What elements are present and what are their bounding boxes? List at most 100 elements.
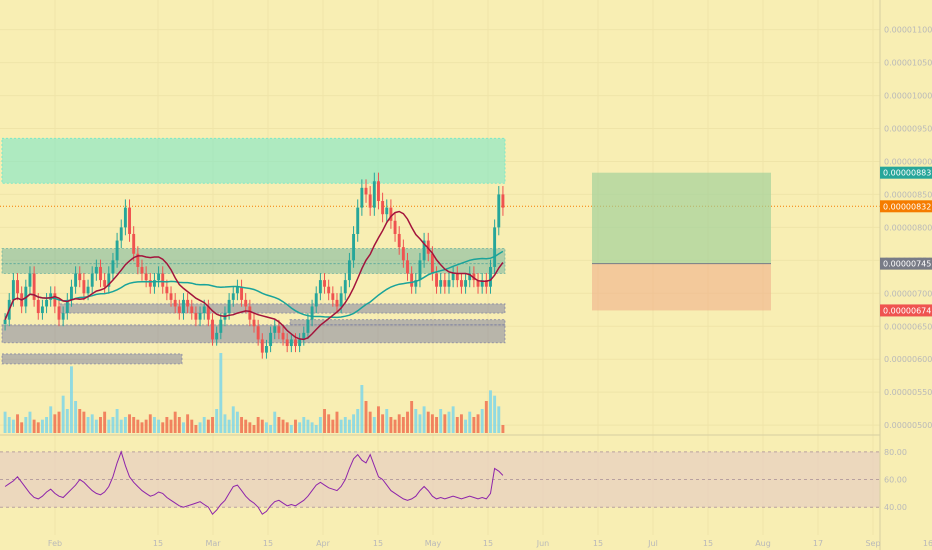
volume-bar (111, 417, 115, 433)
candle-body (61, 313, 65, 320)
candle-body (248, 306, 252, 320)
volume-bar (418, 414, 422, 433)
volume-bar (65, 409, 69, 433)
time-tick-label: 15 (703, 539, 713, 548)
candle-body (45, 299, 49, 307)
candle-body (94, 266, 98, 274)
volume-bar (53, 414, 57, 433)
long-position-tool[interactable] (592, 172, 771, 311)
volume-bar (459, 414, 463, 433)
candle-body (343, 280, 347, 294)
candle-body (422, 240, 426, 261)
volume-bar (493, 395, 497, 433)
volume-bar (123, 417, 127, 433)
volume-bar (327, 414, 331, 433)
volume-bar (447, 411, 451, 433)
candle-body (28, 273, 32, 287)
volume-bar (132, 417, 136, 433)
price-tick-label: 0.00000800 (884, 223, 932, 232)
candle-body (194, 313, 198, 320)
rsi-tick-label: 40.00 (884, 503, 907, 512)
volume-bar (128, 414, 131, 433)
time-tick-label: Feb (48, 539, 62, 548)
volume-bar (451, 406, 455, 433)
candle-body (186, 299, 190, 307)
rsi-axis: 80.00 60.00 40.00 (884, 448, 907, 512)
volume-bar (20, 422, 24, 433)
candle-body (476, 280, 480, 287)
volume-bar (45, 417, 49, 433)
candle-body (310, 306, 314, 320)
candle-body (464, 280, 468, 287)
volume-bar (107, 419, 111, 433)
candle-body (65, 299, 69, 314)
volume-bar (215, 409, 219, 433)
candle-body (173, 299, 177, 307)
candle-body (472, 273, 476, 281)
candles-layer (3, 172, 505, 359)
candle-body (385, 207, 389, 215)
candle-body (11, 280, 15, 300)
volume-bar (198, 422, 202, 433)
candle-body (227, 299, 231, 314)
volume-bar (16, 414, 19, 433)
volume-bar (410, 401, 414, 433)
candle-body (285, 339, 289, 347)
volume-bar (140, 422, 144, 433)
volume-bar (335, 411, 339, 433)
volume-bar (157, 419, 161, 433)
volume-bar (397, 414, 401, 433)
candle-body (443, 280, 447, 287)
volume-bar (173, 411, 177, 433)
candle-body (190, 306, 194, 314)
candle-body (468, 273, 472, 281)
volume-bar (435, 417, 438, 433)
candle-body (115, 240, 119, 261)
volume-bar (90, 414, 94, 433)
volume-bar (144, 419, 148, 433)
volume-bar (298, 422, 302, 433)
volume-bar (476, 414, 480, 433)
volume-bar (219, 353, 223, 433)
volume-bar (115, 409, 119, 433)
volume-bar (468, 411, 472, 433)
volume-bar (314, 425, 318, 433)
candle-body (57, 306, 61, 320)
candle-body (430, 253, 434, 274)
volume-bar (352, 414, 356, 433)
candle-body (294, 339, 297, 347)
rsi-pane (0, 450, 880, 516)
candle-body (144, 273, 148, 281)
candle-body (331, 293, 335, 300)
volume-bar (422, 406, 426, 433)
volume-bar (497, 406, 501, 433)
candle-body (389, 207, 393, 221)
volume-bar (393, 419, 397, 433)
candle-body (377, 181, 380, 202)
price-tick-label: 0.00000500 (884, 421, 932, 430)
volume-bar (318, 417, 322, 433)
volume-bar (190, 419, 194, 433)
candle-body (298, 339, 302, 347)
candle-body (198, 313, 202, 320)
candle-body (24, 286, 28, 307)
candle-body (148, 280, 152, 287)
volume-bar (285, 422, 289, 433)
volume-bar (443, 414, 447, 433)
volume-bar (103, 411, 107, 433)
volume-bar (310, 422, 314, 433)
time-tick-label: 15 (483, 539, 493, 548)
grid (0, 0, 880, 535)
candle-body (132, 233, 136, 254)
volume-bar (99, 417, 102, 433)
volume-bar (94, 419, 98, 433)
candle-body (202, 306, 206, 314)
volume-bar (148, 414, 152, 433)
volume-bar (161, 422, 165, 433)
volume-bar (252, 425, 256, 433)
time-axis[interactable]: Feb 15 Mar 15 Apr 15 May 15 Jun 15 Jul 15 Aug 17 Sep 16 (48, 539, 932, 548)
time-tick-label: Mar (205, 539, 221, 548)
volume-bar (323, 409, 326, 433)
volume-bar (206, 419, 210, 433)
